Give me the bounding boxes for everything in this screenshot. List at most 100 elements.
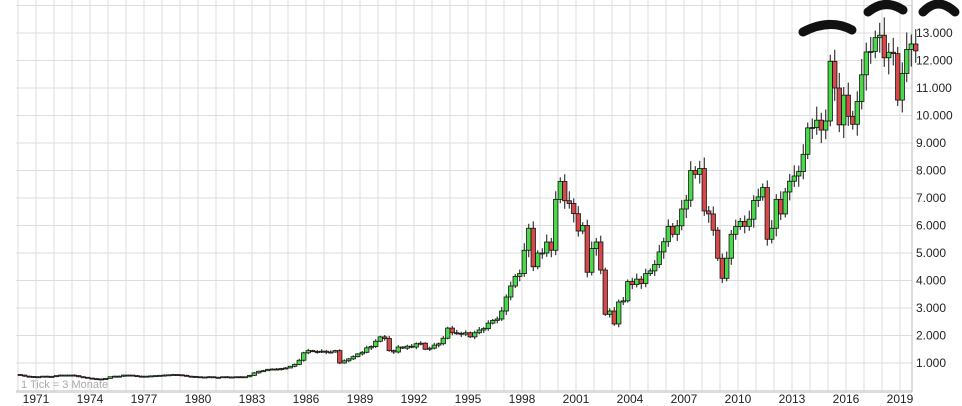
candle-body — [287, 365, 293, 369]
candle-body — [359, 351, 365, 355]
candle-body — [634, 278, 640, 286]
candle-body — [67, 374, 73, 377]
candle — [553, 191, 559, 256]
candle — [337, 349, 343, 365]
candle — [418, 341, 424, 346]
candle — [661, 237, 667, 259]
candle — [836, 72, 842, 133]
candle-body — [836, 87, 842, 126]
candle-body — [427, 347, 433, 350]
candle — [332, 349, 338, 353]
candle — [571, 198, 577, 223]
candle — [512, 274, 518, 289]
candle-body — [161, 374, 167, 377]
candle-body — [283, 367, 289, 370]
candle-body — [238, 376, 244, 379]
candle-body — [863, 51, 869, 76]
candle — [53, 375, 59, 378]
candle-body — [751, 200, 757, 220]
candle — [233, 376, 239, 379]
candle-body — [557, 181, 563, 200]
candle-body — [724, 257, 730, 279]
candle-body — [665, 225, 671, 243]
candle — [908, 34, 914, 67]
candle-body — [206, 376, 212, 379]
candle-body — [26, 375, 32, 378]
candle — [800, 144, 806, 180]
candle-body — [755, 196, 761, 201]
candle-body — [872, 37, 878, 52]
candle-body — [170, 374, 176, 376]
candle-body — [355, 353, 361, 358]
candle-body — [319, 350, 325, 353]
candle-body — [251, 372, 257, 376]
candle-body — [737, 220, 743, 227]
candle — [287, 365, 293, 369]
candle-body — [44, 375, 50, 378]
candle-body — [418, 342, 424, 345]
candle — [395, 345, 401, 354]
candle-body — [148, 375, 154, 378]
candle — [881, 17, 887, 67]
candle-body — [130, 374, 136, 377]
candle — [215, 376, 221, 379]
candle — [679, 199, 685, 231]
candle-body — [301, 352, 307, 361]
candle-body — [841, 94, 847, 126]
y-tick-label: 7.000 — [916, 191, 946, 205]
candle-body — [868, 51, 874, 53]
candle-body — [197, 376, 203, 379]
candle — [773, 194, 779, 237]
candle-body — [157, 374, 163, 377]
candle — [535, 250, 541, 270]
candle — [548, 237, 554, 258]
candle-body — [881, 34, 887, 59]
candle — [49, 375, 55, 378]
candle-body — [386, 338, 392, 352]
candle — [40, 375, 46, 378]
candle — [58, 374, 64, 377]
candle — [229, 376, 235, 379]
candle-body — [193, 376, 199, 378]
x-tick-label: 2019 — [887, 392, 914, 406]
candle — [283, 366, 289, 370]
candle-body — [368, 346, 374, 349]
candle-body — [211, 376, 217, 379]
candle — [391, 349, 397, 354]
candle — [184, 374, 190, 377]
candle-body — [31, 376, 37, 378]
candle-body — [715, 229, 721, 259]
candle-body — [71, 374, 77, 377]
candle-body — [179, 374, 185, 377]
candle — [620, 297, 626, 306]
x-tick-label: 1998 — [509, 392, 536, 406]
candle-body — [809, 127, 815, 129]
candle-body — [391, 350, 397, 353]
candle — [17, 374, 23, 376]
candle — [242, 376, 248, 379]
candle-body — [904, 49, 910, 74]
candle — [539, 248, 545, 259]
candle-body — [400, 346, 406, 349]
candle — [742, 215, 748, 234]
x-tick-label: 1983 — [239, 392, 266, 406]
x-tick-label: 2007 — [671, 392, 698, 406]
candle-body — [472, 332, 478, 338]
candle — [296, 358, 302, 366]
candle — [683, 194, 689, 219]
candle — [616, 299, 622, 328]
candle — [886, 42, 892, 75]
candle — [611, 307, 617, 326]
candle-body — [139, 375, 145, 378]
candle — [44, 375, 50, 378]
candle — [71, 374, 77, 377]
candle-body — [733, 226, 739, 235]
candle-body — [265, 368, 271, 372]
candle — [665, 219, 671, 247]
candle — [625, 279, 631, 303]
candle — [143, 375, 149, 378]
candle — [724, 251, 730, 282]
candle — [751, 195, 757, 228]
candle — [818, 112, 824, 144]
